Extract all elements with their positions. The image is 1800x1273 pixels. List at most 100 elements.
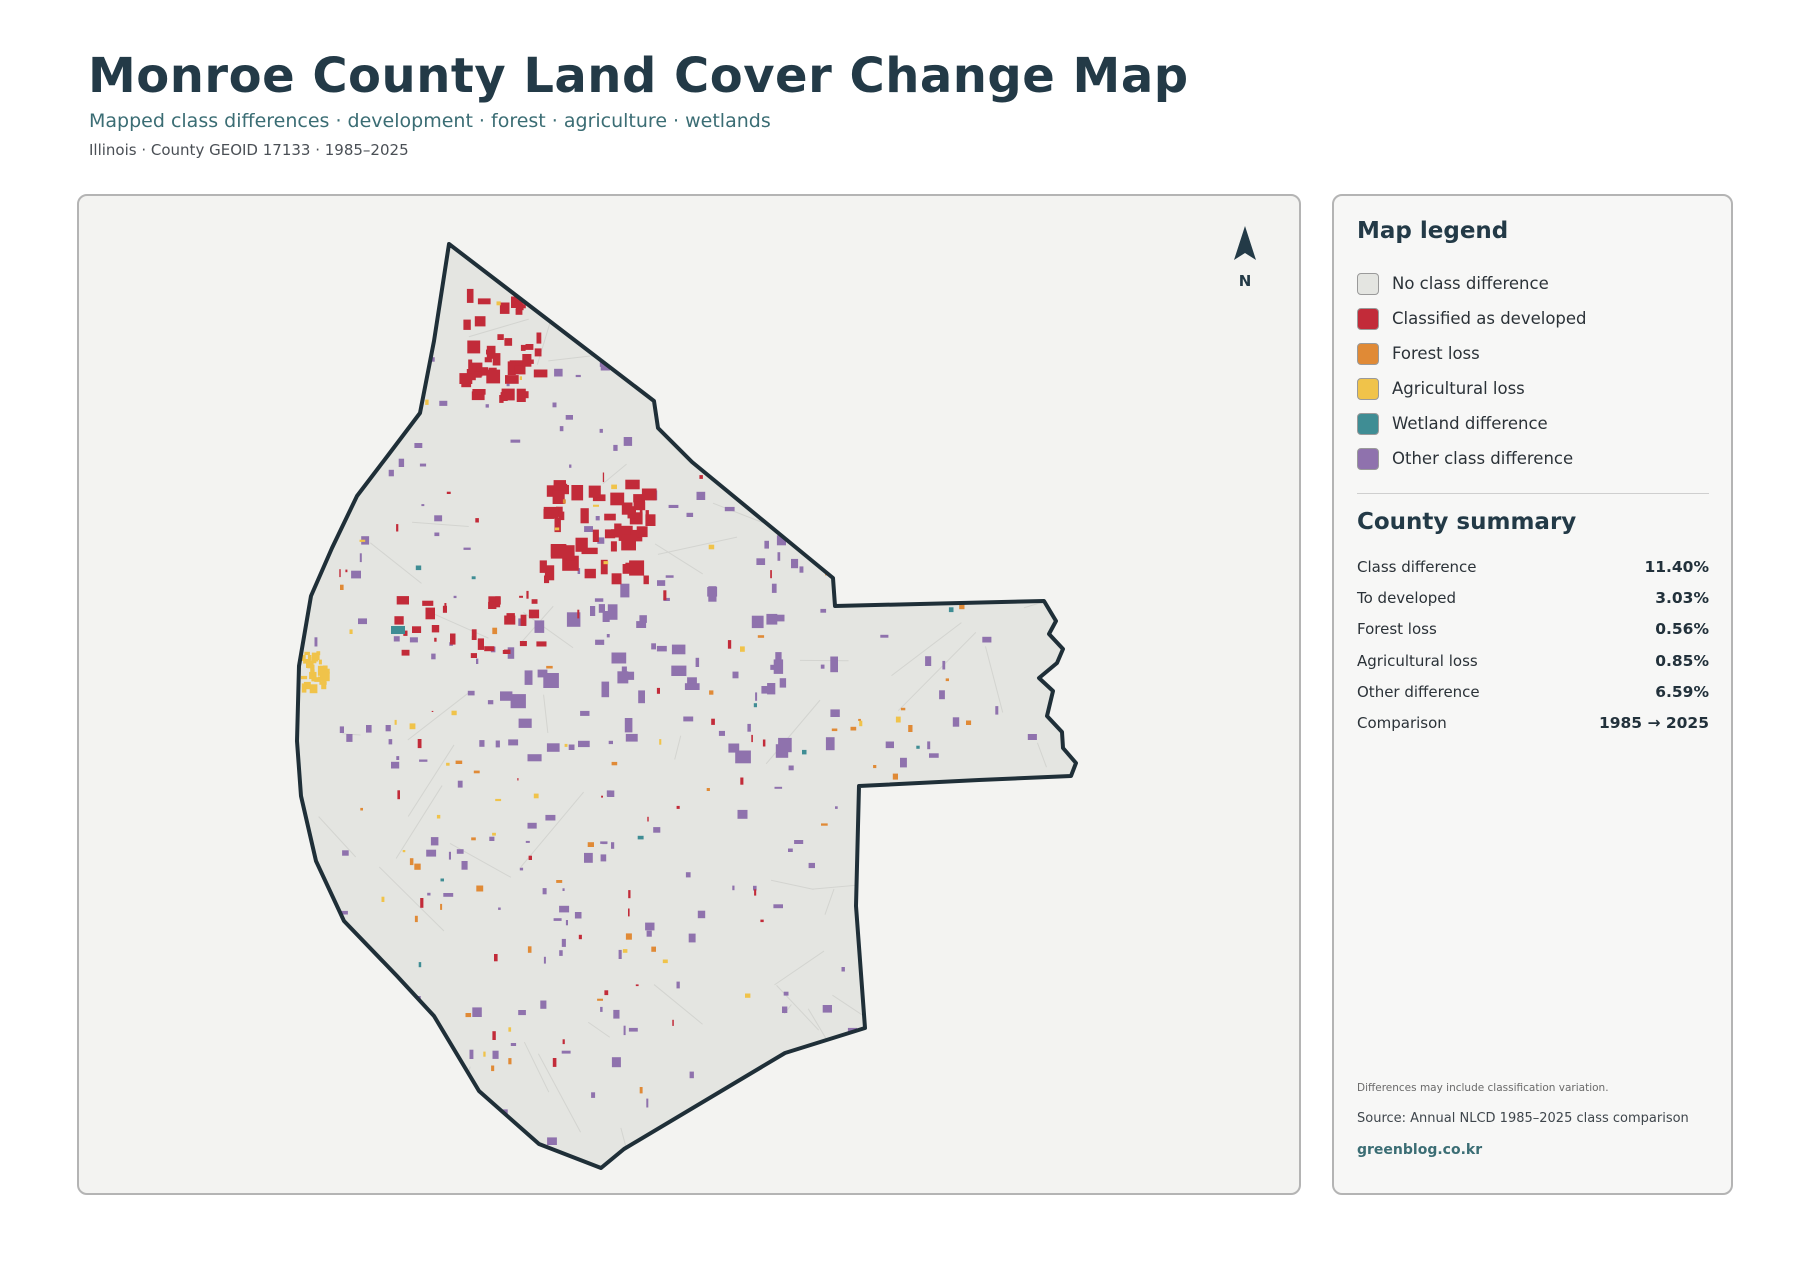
other-difference-patch	[939, 425, 946, 430]
other-difference-patch	[885, 547, 896, 557]
linear-feature	[468, 318, 529, 338]
other-difference-patch	[623, 437, 633, 446]
other-difference-patch	[855, 448, 865, 455]
developed-patch	[403, 630, 408, 636]
other-difference-patch	[625, 733, 638, 742]
forest-loss-patch	[886, 954, 892, 960]
developed-patch	[643, 575, 649, 585]
developed-patch	[663, 390, 665, 398]
developed-patch	[396, 524, 399, 532]
agricultural-loss-patch	[317, 665, 321, 676]
other-difference-patch	[617, 671, 629, 684]
developed-patch	[584, 568, 596, 579]
agricultural-loss-patch	[301, 675, 308, 680]
other-difference-patch	[618, 949, 622, 959]
developed-patch	[528, 609, 540, 619]
wetland-patch	[874, 976, 880, 981]
agricultural-loss-patch	[320, 672, 326, 679]
other-difference-patch	[755, 692, 758, 701]
other-difference-patch	[414, 443, 423, 448]
developed-patch	[645, 510, 649, 521]
map-panel[interactable]	[77, 194, 1301, 1195]
legend-divider	[1357, 493, 1709, 494]
developed-patch	[502, 650, 506, 654]
other-difference-patch	[869, 819, 875, 829]
linear-feature	[810, 1104, 849, 1108]
other-difference-patch	[608, 740, 613, 745]
other-difference-patch	[388, 739, 393, 745]
linear-feature	[665, 244, 693, 287]
other-difference-patch	[1053, 365, 1059, 372]
other-difference-patch	[1019, 918, 1026, 923]
other-difference-patch	[852, 365, 862, 373]
other-difference-patch	[886, 1029, 895, 1039]
agricultural-loss-patch	[593, 504, 599, 507]
other-difference-patch	[925, 871, 934, 875]
developed-patch	[604, 513, 616, 521]
forest-loss-patch	[964, 524, 970, 529]
other-difference-patch	[999, 418, 1006, 426]
other-difference-patch	[363, 1062, 374, 1071]
other-difference-patch	[602, 841, 607, 845]
agricultural-loss-patch	[769, 440, 773, 446]
developed-patch	[517, 304, 526, 309]
other-difference-patch	[568, 744, 575, 750]
agricultural-loss-patch	[708, 544, 715, 550]
agricultural-loss-patch	[895, 716, 901, 723]
linear-feature	[770, 879, 814, 890]
county-outline	[295, 242, 1078, 1170]
other-difference-patch	[995, 706, 999, 715]
other-difference-patch	[841, 967, 845, 972]
wetland-patch	[948, 607, 954, 613]
other-difference-patch	[448, 851, 451, 860]
other-difference-patch	[751, 615, 764, 629]
summary-row-to-developed: To developed 3.03%	[1357, 582, 1709, 613]
other-difference-patch	[779, 678, 787, 688]
forest-loss-patch	[831, 728, 838, 732]
other-difference-patch	[688, 933, 696, 943]
forest-loss-patch	[892, 773, 898, 780]
forest-loss-patch	[959, 602, 965, 610]
brand-link[interactable]: greenblog.co.kr	[1357, 1142, 1483, 1158]
forest-loss-patch	[357, 1035, 361, 1041]
forest-loss-patch	[913, 1045, 921, 1052]
forest-loss-patch	[465, 1013, 472, 1018]
other-difference-patch	[623, 361, 632, 368]
developed-patch	[488, 596, 501, 608]
legend-item-no-difference: No class difference	[1357, 266, 1587, 301]
developed-patch	[425, 607, 435, 620]
linear-feature	[858, 1117, 894, 1161]
developed-patch	[518, 391, 529, 399]
other-difference-patch	[574, 912, 582, 919]
developed-patch	[494, 954, 498, 962]
developed-patch	[342, 325, 346, 333]
other-difference-patch	[461, 861, 468, 870]
other-difference-patch	[388, 469, 394, 477]
other-difference-patch	[663, 597, 670, 601]
forest-loss-patch	[471, 837, 476, 841]
other-difference-patch	[561, 1050, 571, 1054]
other-difference-patch	[892, 1037, 897, 1045]
developed-patch	[760, 919, 764, 923]
other-difference-patch	[431, 653, 436, 660]
developed-patch	[676, 805, 680, 809]
developed-patch	[373, 426, 375, 428]
developed-patch	[394, 616, 404, 625]
linear-feature	[974, 861, 1029, 893]
county-map[interactable]	[79, 196, 1301, 1195]
other-difference-patch	[803, 1129, 811, 1132]
agricultural-loss-patch	[309, 684, 318, 694]
developed-patch	[507, 361, 516, 375]
developed-patch	[492, 353, 501, 366]
developed-patch	[553, 483, 568, 491]
agricultural-loss-patch	[740, 365, 744, 368]
other-difference-patch	[915, 1052, 923, 1056]
agricultural-loss-patch	[321, 680, 327, 690]
other-difference-patch	[545, 814, 556, 821]
other-difference-patch	[547, 1137, 557, 1145]
other-difference-patch	[670, 373, 679, 378]
developed-patch	[633, 501, 646, 511]
other-difference-patch	[881, 495, 886, 502]
other-difference-patch	[351, 570, 361, 579]
other-difference-patch	[665, 575, 674, 578]
